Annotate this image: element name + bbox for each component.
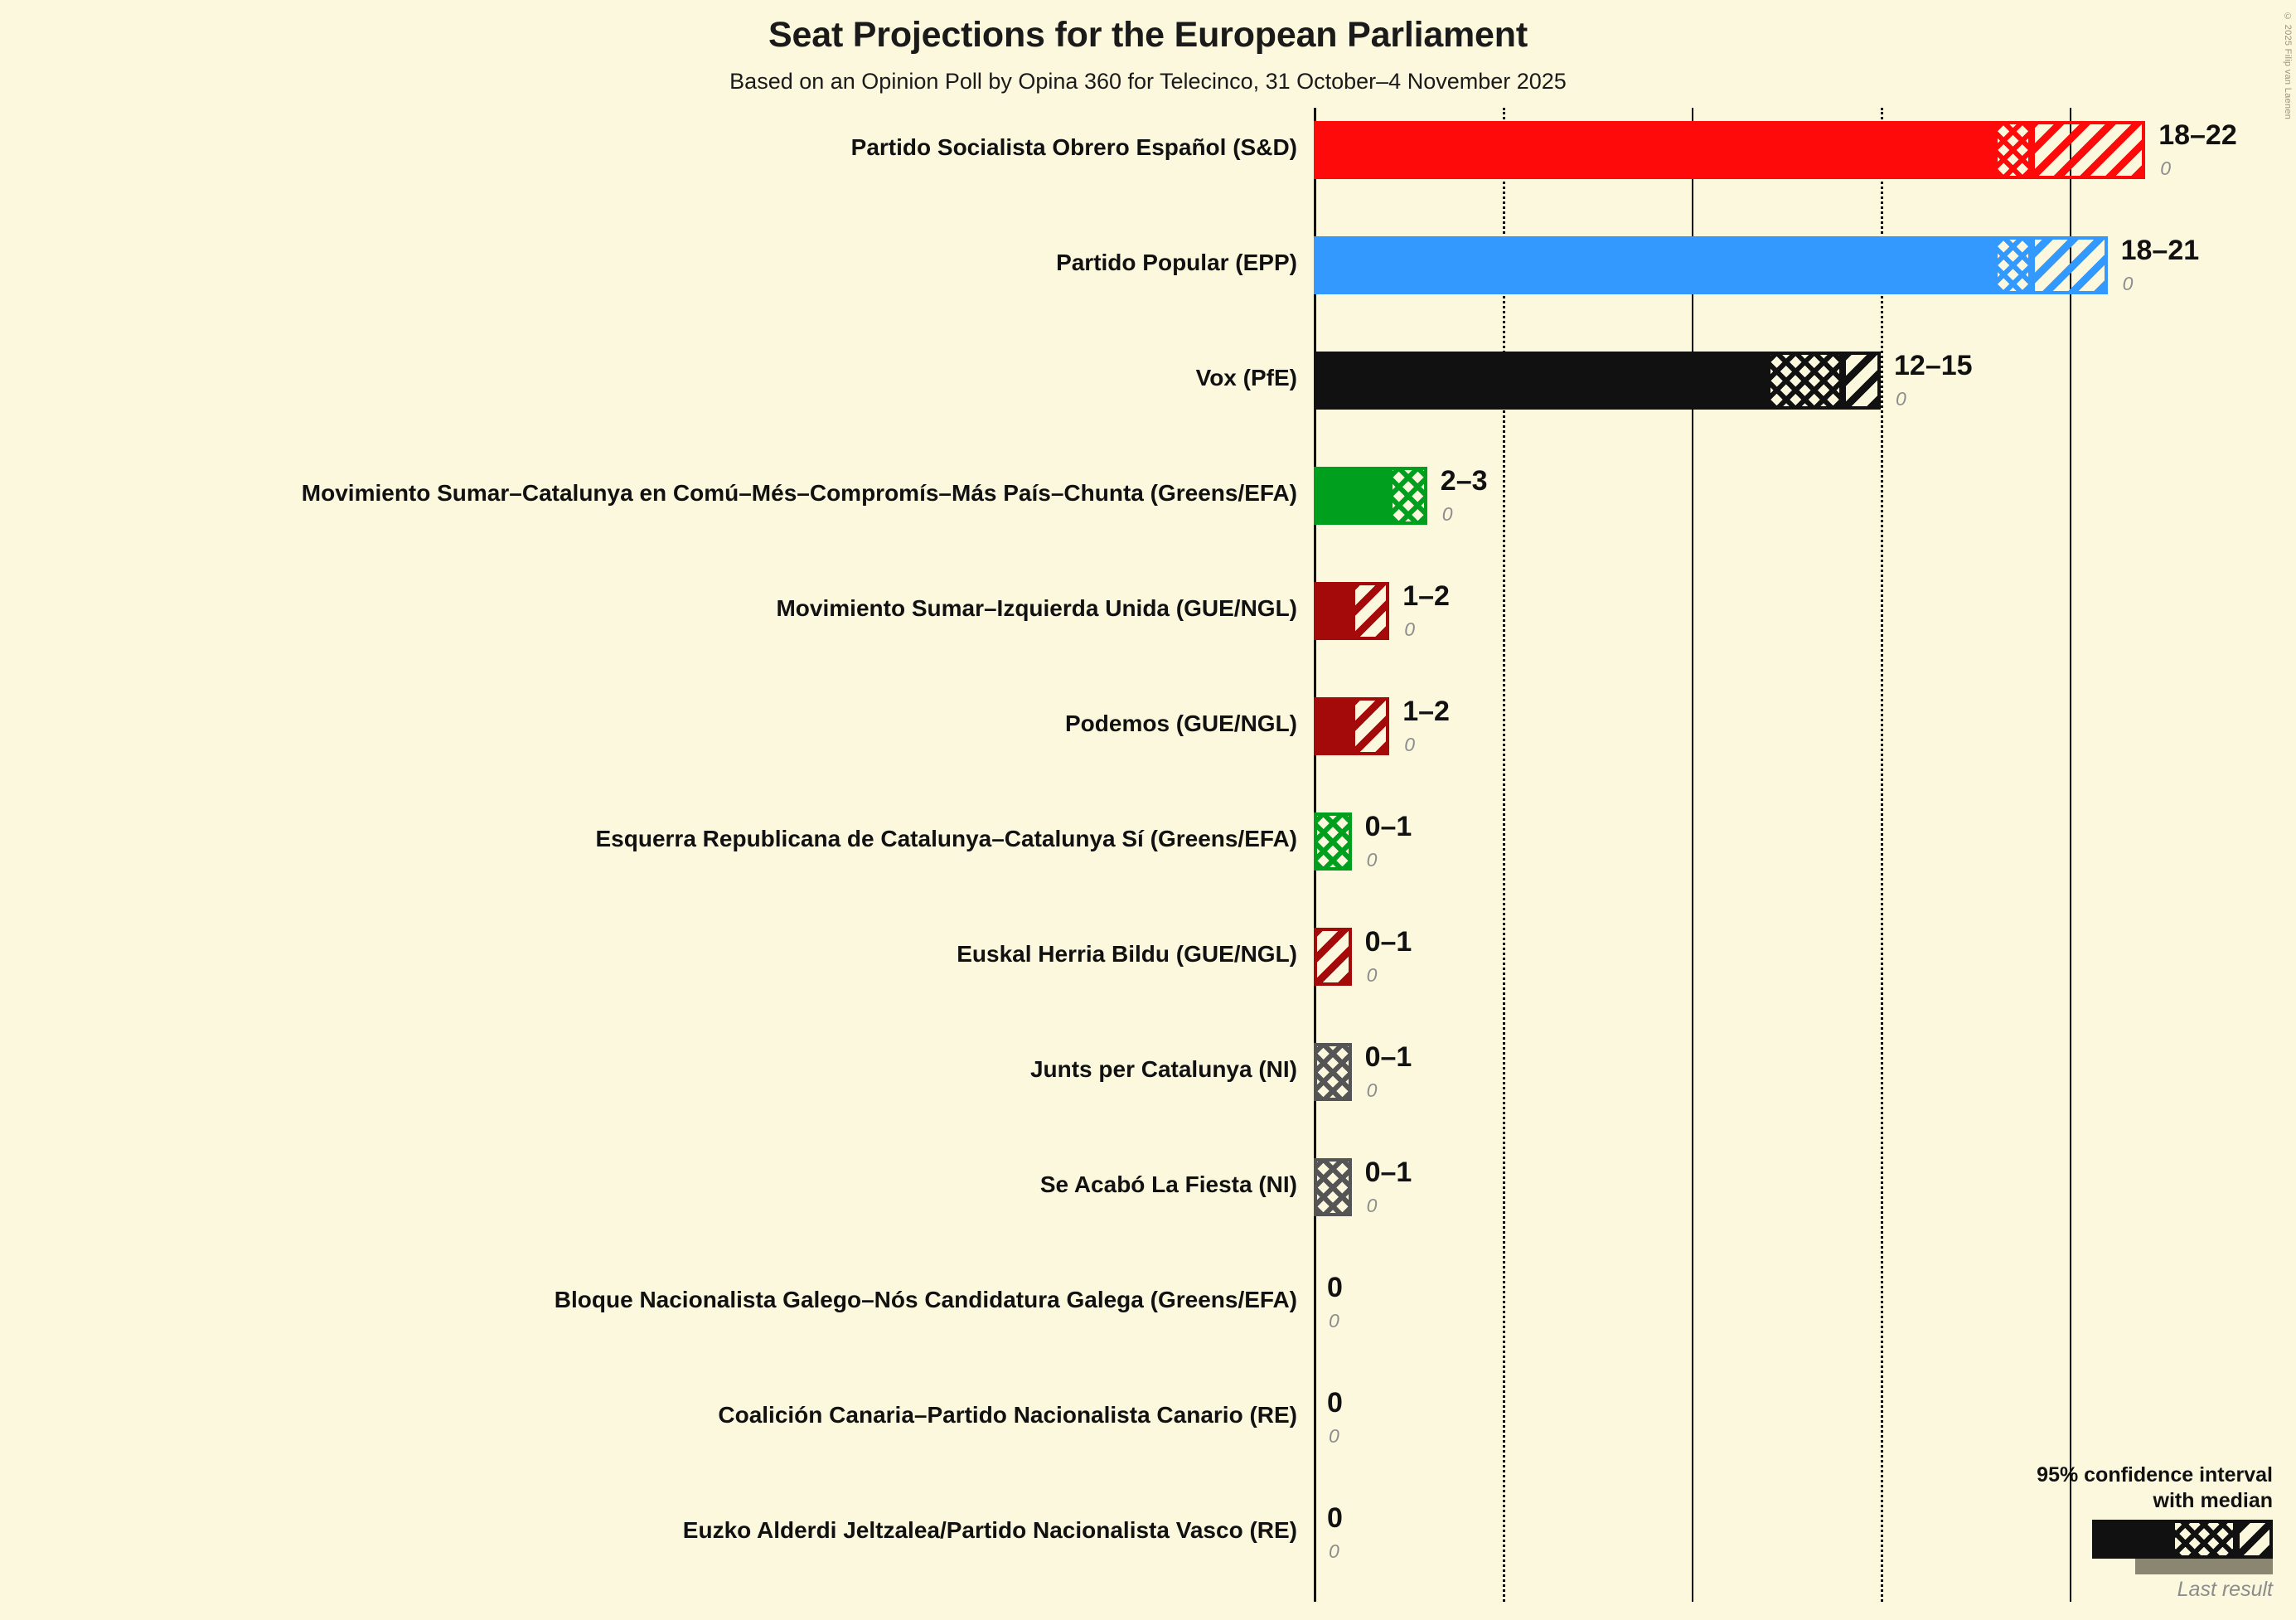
confidence-interval-bar bbox=[1314, 121, 2146, 179]
bar-row: Junts per Catalunya (NI) 0–1 0 bbox=[0, 1030, 2296, 1145]
bar-segment-solid bbox=[1314, 582, 1352, 640]
seat-range-value: 0 bbox=[1327, 1272, 1343, 1303]
bar-row: Partido Socialista Obrero Español (S&D) 1… bbox=[0, 108, 2296, 223]
bar-segment-solid bbox=[1314, 467, 1390, 525]
seat-range-value: 0–1 bbox=[1364, 1157, 1412, 1188]
party-label: Partido Socialista Obrero Español (S&D) bbox=[850, 134, 1297, 160]
seat-range-value: 0–1 bbox=[1364, 1041, 1412, 1073]
seat-range-value: 0–1 bbox=[1364, 926, 1412, 958]
bar-segment-crosshatch bbox=[1314, 1158, 1352, 1216]
seat-range-value: 2–3 bbox=[1440, 465, 1488, 497]
bar-row: Se Acabó La Fiesta (NI) 0–1 0 bbox=[0, 1145, 2296, 1260]
confidence-interval-bar bbox=[1314, 467, 1427, 525]
seat-range-value: 18–21 bbox=[2120, 235, 2200, 266]
seat-range-value: 18–22 bbox=[2158, 119, 2237, 151]
last-result-value: 0 bbox=[1366, 1195, 1378, 1216]
legend-segment-hatch bbox=[2236, 1520, 2273, 1559]
last-result-value: 0 bbox=[2160, 158, 2171, 179]
last-result-value: 0 bbox=[1329, 1540, 1339, 1562]
confidence-interval-bar bbox=[1314, 812, 1352, 871]
chart-subtitle: Based on an Opinion Poll by Opina 360 fo… bbox=[729, 69, 1567, 94]
bar-segment-solid bbox=[1314, 697, 1352, 755]
page-title: Seat Projections for the European Parlia… bbox=[768, 15, 1528, 55]
bar-segment-solid bbox=[1314, 236, 1994, 294]
last-result-value: 0 bbox=[1329, 1425, 1339, 1447]
last-result-value: 0 bbox=[1366, 964, 1378, 986]
bar-row: Podemos (GUE/NGL) 1–2 0 bbox=[0, 684, 2296, 799]
party-label: Movimiento Sumar–Izquierda Unida (GUE/NG… bbox=[776, 595, 1297, 621]
party-label: Se Acabó La Fiesta (NI) bbox=[1039, 1171, 1297, 1197]
bar-row: Euskal Herria Bildu (GUE/NGL) 0–1 0 bbox=[0, 914, 2296, 1030]
party-label: Coalición Canaria–Partido Nacionalista C… bbox=[718, 1402, 1297, 1428]
party-label: Partido Popular (EPP) bbox=[1056, 250, 1297, 275]
last-result-value: 0 bbox=[1329, 1310, 1339, 1331]
legend-sample-bar bbox=[2092, 1520, 2273, 1559]
last-result-value: 0 bbox=[1404, 618, 1415, 640]
party-label: Podemos (GUE/NGL) bbox=[1064, 711, 1297, 736]
copyright-notice: © 2025 Filip van Laenen bbox=[2283, 12, 2293, 120]
gridline-10 bbox=[1692, 108, 1693, 1602]
bar-segment-crosshatch bbox=[1389, 467, 1427, 525]
gridline-20 bbox=[2070, 108, 2071, 1602]
bar-segment-crosshatch bbox=[1314, 812, 1352, 871]
bar-segment-crosshatch bbox=[1767, 352, 1843, 410]
last-result-value: 0 bbox=[1896, 388, 1906, 410]
legend-caption: Last result bbox=[2177, 1578, 2273, 1601]
seat-range-value: 0–1 bbox=[1364, 811, 1412, 842]
bar-row: Movimiento Sumar–Catalunya en Comú–Més–C… bbox=[0, 454, 2296, 569]
bar-segment-hatch bbox=[2032, 121, 2146, 179]
bar-segment-solid bbox=[1314, 121, 1994, 179]
legend-line-1: 95% confidence interval bbox=[2037, 1463, 2273, 1487]
bar-segment-hatch bbox=[2032, 236, 2108, 294]
last-result-value: 0 bbox=[1366, 1079, 1378, 1101]
seat-range-value: 1–2 bbox=[1402, 696, 1450, 727]
seat-range-value: 0 bbox=[1327, 1387, 1343, 1419]
seat-range-value: 1–2 bbox=[1402, 580, 1450, 612]
legend-segment-crosshatch bbox=[2172, 1520, 2236, 1559]
confidence-interval-bar bbox=[1314, 697, 1390, 755]
legend-last-result-bar bbox=[2135, 1559, 2273, 1574]
bar-row: Movimiento Sumar–Izquierda Unida (GUE/NG… bbox=[0, 569, 2296, 684]
bar-segment-hatch bbox=[1843, 352, 1881, 410]
gridline-15 bbox=[1881, 108, 1883, 1602]
bar-segment-crosshatch bbox=[1993, 121, 2032, 179]
seat-range-value: 0 bbox=[1327, 1502, 1343, 1534]
last-result-value: 0 bbox=[1366, 849, 1378, 871]
seat-range-value: 12–15 bbox=[1894, 350, 1973, 381]
party-label: Euskal Herria Bildu (GUE/NGL) bbox=[957, 941, 1297, 967]
party-label: Bloque Nacionalista Galego–Nós Candidatu… bbox=[554, 1287, 1297, 1312]
bar-segment-crosshatch bbox=[1314, 1043, 1352, 1101]
party-label: Movimiento Sumar–Catalunya en Comú–Més–C… bbox=[301, 480, 1297, 506]
confidence-interval-bar bbox=[1314, 928, 1352, 986]
confidence-interval-bar bbox=[1314, 352, 1881, 410]
legend-line-2: with median bbox=[2153, 1488, 2273, 1512]
last-result-value: 0 bbox=[1404, 734, 1415, 755]
confidence-interval-bar bbox=[1314, 236, 2108, 294]
bar-row: Vox (PfE) 12–15 0 bbox=[0, 338, 2296, 454]
bar-row: Esquerra Republicana de Catalunya–Catalu… bbox=[0, 799, 2296, 914]
confidence-interval-bar bbox=[1314, 1043, 1352, 1101]
last-result-value: 0 bbox=[1441, 503, 1453, 525]
confidence-interval-bar bbox=[1314, 582, 1390, 640]
bar-row: Euzko Alderdi Jeltzalea/Partido Nacional… bbox=[0, 1491, 2296, 1606]
party-label: Euzko Alderdi Jeltzalea/Partido Nacional… bbox=[682, 1517, 1297, 1543]
chart-legend: 95% confidence interval with median Last… bbox=[2037, 1462, 2273, 1602]
bar-segment-crosshatch bbox=[1993, 236, 2032, 294]
bar-row: Partido Popular (EPP) 18–21 0 bbox=[0, 223, 2296, 338]
legend-segment-solid bbox=[2092, 1520, 2172, 1559]
party-label: Esquerra Republicana de Catalunya–Catalu… bbox=[595, 826, 1298, 851]
bar-segment-hatch bbox=[1351, 697, 1390, 755]
bar-row: Bloque Nacionalista Galego–Nós Candidatu… bbox=[0, 1260, 2296, 1375]
party-label: Junts per Catalunya (NI) bbox=[1029, 1056, 1297, 1082]
bar-segment-solid bbox=[1314, 352, 1768, 410]
gridline-5 bbox=[1503, 108, 1505, 1602]
last-result-value: 0 bbox=[2122, 273, 2134, 294]
party-label: Vox (PfE) bbox=[1195, 365, 1297, 390]
bar-segment-hatch bbox=[1314, 928, 1352, 986]
bar-row: Coalición Canaria–Partido Nacionalista C… bbox=[0, 1375, 2296, 1491]
bar-segment-hatch bbox=[1351, 582, 1390, 640]
confidence-interval-bar bbox=[1314, 1158, 1352, 1216]
